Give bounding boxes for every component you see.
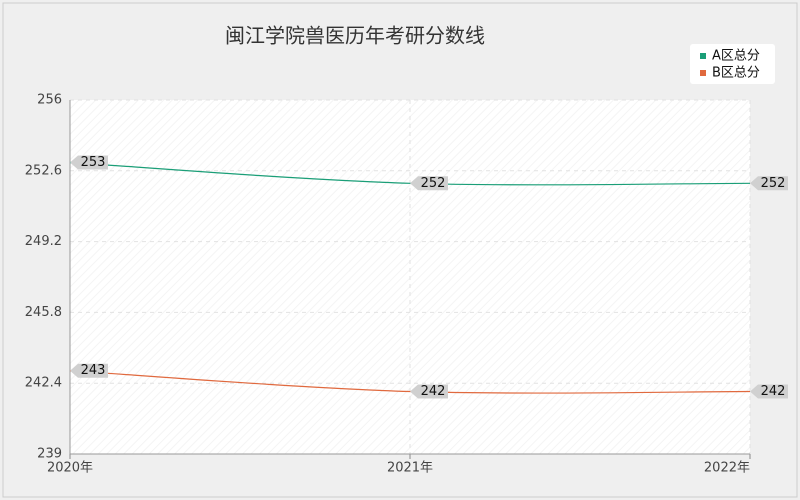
x-tick-label: 2022年 xyxy=(704,461,750,476)
data-label: 243 xyxy=(81,363,106,378)
data-label-box xyxy=(70,155,108,170)
y-tick-label: 245.8 xyxy=(25,305,62,320)
data-label: 242 xyxy=(761,384,786,399)
series-line xyxy=(69,161,751,186)
x-tick-label: 2021年 xyxy=(387,461,433,476)
data-label: 252 xyxy=(421,176,446,191)
legend-box xyxy=(690,44,775,84)
legend-swatch xyxy=(700,53,706,59)
data-label-box xyxy=(410,176,448,191)
series-line xyxy=(69,370,751,394)
legend-label: A区总分 xyxy=(712,49,760,64)
y-tick-label: 239 xyxy=(37,447,62,462)
data-label-box xyxy=(750,176,788,191)
chart-title: 闽江学院兽医历年考研分数线 xyxy=(225,24,485,48)
data-label: 253 xyxy=(81,155,106,170)
data-label: 252 xyxy=(761,176,786,191)
y-tick-label: 242.4 xyxy=(25,376,62,391)
legend-label: B区总分 xyxy=(712,66,760,81)
y-tick-label: 256 xyxy=(37,93,62,108)
data-label: 242 xyxy=(421,384,446,399)
y-tick-label: 252.6 xyxy=(25,163,62,178)
y-tick-label: 249.2 xyxy=(25,234,62,249)
data-label-box xyxy=(750,384,788,399)
x-tick-label: 2020年 xyxy=(47,461,93,476)
data-label-box xyxy=(70,363,108,378)
data-label-box xyxy=(410,384,448,399)
legend-swatch xyxy=(700,70,706,76)
